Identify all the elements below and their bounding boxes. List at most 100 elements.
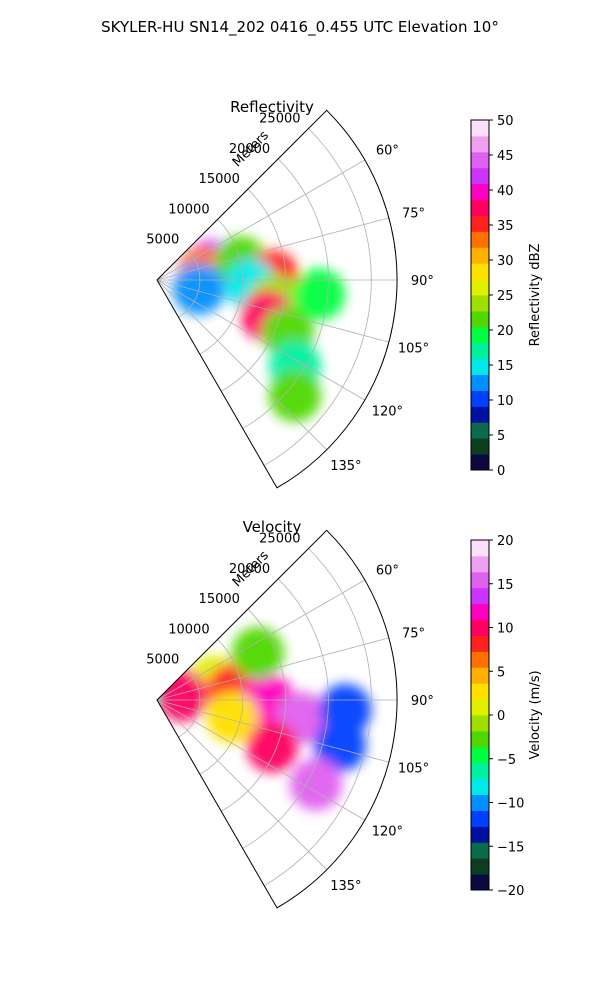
azimuth-spoke: [156, 579, 366, 701]
colorbar-segment: [471, 135, 489, 153]
colorbar-segment: [471, 374, 489, 391]
colorbar-tick-label: 35: [497, 219, 514, 234]
colorbar-tick-label: −10: [497, 797, 524, 812]
colorbar-segment: [471, 279, 489, 296]
colorbar-segment: [471, 587, 489, 605]
azimuth-tick-label: 120°: [372, 825, 403, 840]
colorbar-tick-label: 20: [497, 324, 514, 339]
colorbar-segment: [471, 199, 489, 216]
azimuth-tick-label: 75°: [402, 206, 425, 221]
colorbar-segment: [471, 167, 489, 185]
reflectivity-panel: Reflectivity 5000 10000 15000 20000 25000 60°…: [146, 98, 543, 489]
azimuth-tick-label: 135°: [330, 879, 361, 894]
field-feature: [289, 758, 342, 811]
colorbar-tick-label: 15: [497, 578, 514, 593]
colorbar-segment: [471, 540, 489, 557]
colorbar-label: Velocity (m/s): [528, 670, 543, 759]
colorbar-segment: [471, 746, 489, 764]
range-ring: [199, 219, 244, 355]
colorbar-tick-label: −5: [497, 753, 516, 768]
colorbar-segment: [471, 730, 489, 748]
colorbar-segment: [471, 635, 489, 652]
range-tick-label: 15000: [199, 592, 240, 607]
colorbar-segment: [471, 683, 489, 700]
field-feature: [313, 719, 366, 772]
colorbar-segment: [471, 874, 489, 891]
colorbar-label: Reflectivity dBZ: [528, 244, 543, 347]
velocity-panel: Velocity 5000 10000 15000 20000 25000 60° 75° 9…: [146, 518, 543, 909]
azimuth-tick-label: 90°: [411, 694, 434, 709]
colorbar-segment: [471, 794, 489, 811]
colorbar-segment: [471, 231, 489, 248]
colorbar-tick-label: 30: [497, 254, 514, 269]
reflectivity-title: Reflectivity: [230, 98, 314, 116]
colorbar-segment: [471, 406, 489, 423]
azimuth-spoke: [156, 279, 389, 343]
range-tick-label: 20000: [229, 142, 270, 157]
colorbar-tick-label: 10: [497, 394, 514, 409]
colorbar-segment: [471, 603, 489, 621]
azimuth-tick-label: 90°: [411, 274, 434, 289]
field-feature: [293, 268, 346, 321]
colorbar-tick-label: −15: [497, 840, 524, 855]
field-feature: [231, 626, 284, 679]
range-tick-label: 5000: [146, 653, 179, 668]
sector-frame: [156, 109, 398, 489]
range-ring: [263, 548, 372, 886]
colorbar-segment: [471, 358, 489, 376]
colorbar-segment: [471, 120, 489, 137]
colorbar-segment: [471, 263, 489, 280]
azimuth-tick-label: 60°: [376, 143, 399, 158]
sector-frame: [156, 529, 398, 909]
reflectivity-field: [172, 236, 346, 422]
colorbar-segment: [471, 151, 489, 169]
azimuth-spoke: [156, 217, 389, 281]
colorbar-segment: [471, 342, 489, 360]
range-ring: [178, 669, 201, 738]
azimuth-spoke: [156, 279, 327, 450]
azimuth-spoke: [156, 637, 389, 701]
colorbar-tick-label: 45: [497, 149, 514, 164]
colorbar-segment: [471, 247, 489, 264]
range-ring: [221, 608, 286, 812]
colorbar-segment: [471, 326, 489, 344]
colorbar-segment: [471, 183, 489, 201]
azimuth-tick-label: 75°: [402, 626, 425, 641]
colorbar-tick-label: −20: [497, 884, 524, 899]
field-feature: [268, 369, 321, 422]
colorbar-tick-label: 5: [497, 429, 505, 444]
colorbar-tick-label: 25: [497, 289, 514, 304]
colorbar-tick-label: 50: [497, 114, 514, 129]
colorbar-tick-label: 20: [497, 534, 514, 549]
colorbar-tick-label: 0: [497, 709, 505, 724]
azimuth-tick-label: 60°: [376, 563, 399, 578]
azimuth-spoke: [156, 279, 366, 401]
colorbar-tick-label: 0: [497, 464, 505, 479]
range-tick-label: 20000: [229, 562, 270, 577]
colorbar-segment: [471, 555, 489, 573]
range-tick-label: 10000: [168, 622, 209, 637]
colorbar-segment: [471, 842, 489, 859]
azimuth-spoke: [156, 159, 366, 281]
range-tick-label: 25000: [259, 531, 300, 546]
colorbar-segment: [471, 715, 489, 732]
azimuth-tick-label: 120°: [372, 405, 403, 420]
velocity-colorbar: −20 −15 −10 −5 0 5 10 15 20 Velocity (m/s): [470, 534, 543, 899]
colorbar-segment: [471, 390, 489, 407]
azimuth-spoke: [156, 699, 389, 763]
field-feature: [246, 720, 299, 773]
azimuth-tick-label: 135°: [330, 459, 361, 474]
azimuth-spoke: [156, 699, 327, 870]
figure-suptitle: SKYLER-HU SN14_202 0416_0.455 UTC Elevat…: [101, 18, 499, 37]
colorbar-segment: [471, 619, 489, 636]
colorbar-tick-label: 15: [497, 359, 514, 374]
azimuth-spoke: [156, 699, 366, 821]
colorbar-segment: [471, 762, 489, 780]
range-ring: [199, 639, 244, 775]
colorbar-segment: [471, 810, 489, 827]
velocity-field: [157, 626, 372, 811]
range-tick-label: 15000: [199, 172, 240, 187]
colorbar-tick-label: 10: [497, 622, 514, 637]
range-ring: [221, 188, 286, 392]
